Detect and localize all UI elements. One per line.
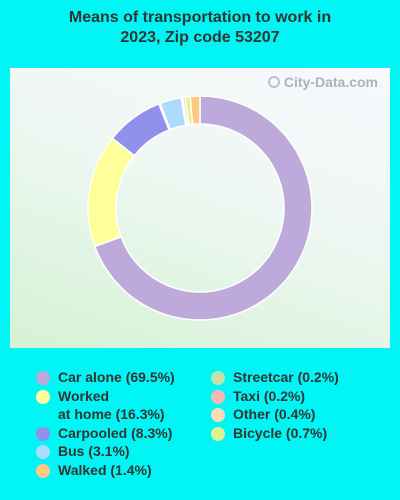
donut-slice-1 xyxy=(87,137,136,248)
donut-slice-0 xyxy=(93,95,313,321)
donut-slice-8 xyxy=(189,95,201,126)
chart-title: Means of transportation to work in 2023,… xyxy=(68,9,332,46)
watermark: City-Data.com xyxy=(267,74,378,90)
watermark-text: City-Data.com xyxy=(283,74,378,90)
watermark-icon xyxy=(267,76,280,88)
